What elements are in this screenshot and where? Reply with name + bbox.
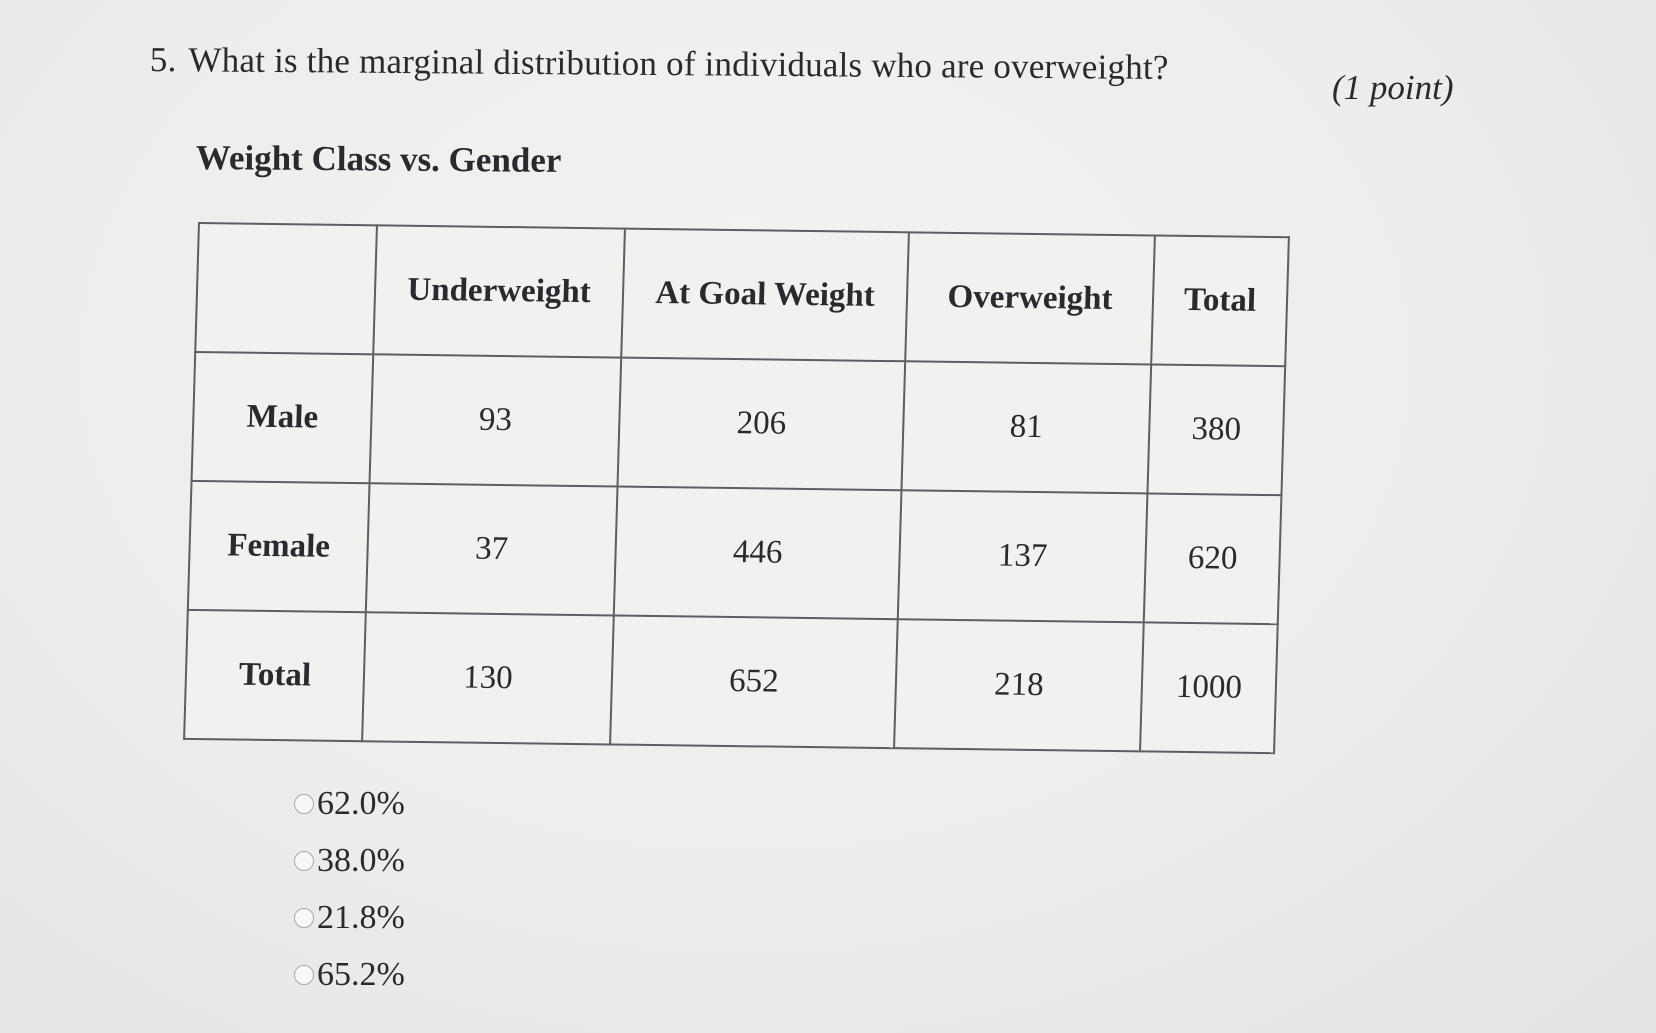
radio-button-icon[interactable]	[294, 907, 314, 928]
option-label: 62.0%	[317, 784, 405, 822]
question-prompt: What is the marginal distribution of ind…	[188, 40, 1169, 88]
answer-options: 62.0% 38.0% 21.8% 65.2%	[294, 775, 405, 1003]
question-points: (1 point)	[1332, 68, 1454, 107]
table-row-female: Female 37 446 137 620	[187, 480, 1282, 625]
table-cell: 137	[897, 490, 1148, 623]
table-cell: 380	[1147, 364, 1286, 496]
header-cell-overweight: Overweight	[905, 232, 1155, 365]
table-row-male: Male 93 206 81 380	[191, 351, 1286, 496]
table-cell: 620	[1143, 493, 1282, 625]
row-label-male: Male	[191, 351, 374, 484]
answer-option-3[interactable]: 21.8%	[294, 889, 405, 946]
header-cell-underweight: Underweight	[373, 225, 625, 358]
table-cell: 130	[362, 612, 614, 745]
question-text-line: 5. What is the marginal distribution of i…	[150, 40, 1169, 88]
table-cell: 37	[365, 483, 618, 616]
answer-option-1[interactable]: 62.0%	[294, 775, 405, 832]
table-cell: 218	[894, 619, 1144, 752]
answer-option-4[interactable]: 65.2%	[294, 946, 405, 1003]
table-cell: 1000	[1140, 622, 1278, 754]
table-title: Weight Class vs. Gender	[195, 138, 562, 180]
option-label: 38.0%	[317, 841, 405, 879]
header-cell-empty	[195, 223, 377, 355]
radio-button-icon[interactable]	[294, 964, 314, 985]
table-row-total: Total 130 652 218 1000	[184, 609, 1278, 754]
option-label: 21.8%	[317, 898, 405, 936]
table-cell: 93	[369, 354, 622, 487]
question-number: 5.	[149, 40, 177, 80]
table-cell: 206	[617, 357, 906, 491]
option-label: 65.2%	[317, 955, 405, 993]
table-cell: 446	[613, 486, 902, 620]
answer-option-2[interactable]: 38.0%	[294, 832, 405, 889]
row-label-total: Total	[184, 609, 366, 742]
table-cell: 652	[610, 615, 898, 749]
table-cell: 81	[901, 361, 1152, 494]
radio-button-icon[interactable]	[294, 850, 314, 871]
radio-button-icon[interactable]	[294, 793, 314, 814]
table-container: Underweight At Goal Weight Overweight To…	[183, 222, 1290, 755]
header-cell-total: Total	[1151, 235, 1289, 367]
two-way-table: Underweight At Goal Weight Overweight To…	[183, 222, 1290, 755]
row-label-female: Female	[187, 480, 370, 613]
table-header-row: Underweight At Goal Weight Overweight To…	[195, 223, 1289, 367]
header-cell-at-goal-weight: At Goal Weight	[621, 228, 909, 362]
